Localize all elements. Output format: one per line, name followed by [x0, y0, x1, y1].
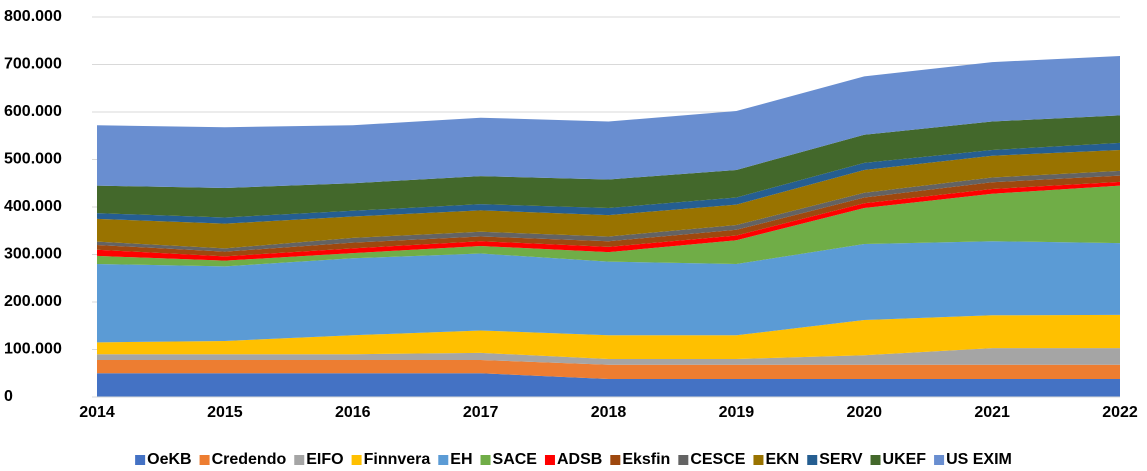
legend-swatch — [135, 455, 146, 465]
legend-swatch — [438, 455, 449, 465]
legend-swatch — [934, 455, 945, 465]
area — [97, 142, 1120, 224]
area — [97, 348, 1120, 365]
legend-swatch — [807, 455, 818, 465]
legend-swatch — [294, 455, 305, 465]
legend-label: US EXIM — [946, 451, 1012, 468]
legend-label: SACE — [493, 451, 538, 468]
y-tick-label: 0 — [4, 388, 13, 405]
area — [97, 181, 1120, 261]
legend-label: Credendo — [212, 451, 287, 468]
y-tick-label: 200.000 — [4, 293, 62, 310]
x-tick-label: 2014 — [79, 404, 115, 421]
legend-label: Eksfin — [622, 451, 670, 468]
legend-swatch — [544, 455, 555, 465]
x-tick-label: 2015 — [207, 404, 243, 421]
y-tick-label: 600.000 — [4, 103, 62, 120]
legend-swatch — [610, 455, 621, 465]
area — [97, 175, 1120, 257]
area — [97, 150, 1120, 249]
legend-swatch — [199, 455, 210, 465]
x-tick-label: 2017 — [463, 404, 499, 421]
area — [97, 373, 1120, 397]
legend-swatch — [753, 455, 764, 465]
y-tick-label: 800.000 — [4, 8, 62, 25]
area — [97, 55, 1120, 189]
legend-label: EKN — [765, 451, 799, 468]
y-tick-label: 100.000 — [4, 341, 62, 358]
area — [97, 115, 1120, 218]
legend-label: SERV — [819, 451, 863, 468]
x-tick-label: 2021 — [974, 404, 1010, 421]
legend: OeKB Credendo EIFO Finnvera EH SACE ADSB Eksfin… — [135, 451, 1012, 468]
legend-swatch — [480, 455, 491, 465]
legend-swatch — [870, 455, 881, 465]
legend-label: CESCE — [690, 451, 745, 468]
y-tick-label: 300.000 — [4, 246, 62, 263]
area — [97, 170, 1120, 252]
y-tick-label: 400.000 — [4, 198, 62, 215]
y-tick-label: 500.000 — [4, 151, 62, 168]
legend-label: ADSB — [557, 451, 602, 468]
legend-swatch — [678, 455, 689, 465]
x-tick-label: 2022 — [1102, 404, 1138, 421]
x-tick-label: 2018 — [591, 404, 627, 421]
legend-label: UKEF — [883, 451, 927, 468]
x-tick-label: 2016 — [335, 404, 371, 421]
legend-label: EIFO — [306, 451, 343, 468]
area — [97, 241, 1120, 343]
legend-label: OeKB — [147, 451, 191, 468]
x-tick-label: 2019 — [719, 404, 755, 421]
y-tick-label: 700.000 — [4, 56, 62, 73]
area — [97, 185, 1120, 267]
legend-label: Finnvera — [364, 451, 431, 468]
legend-label: EH — [450, 451, 472, 468]
area — [97, 314, 1120, 359]
legend-swatch — [351, 455, 362, 465]
x-tick-label: 2020 — [846, 404, 882, 421]
